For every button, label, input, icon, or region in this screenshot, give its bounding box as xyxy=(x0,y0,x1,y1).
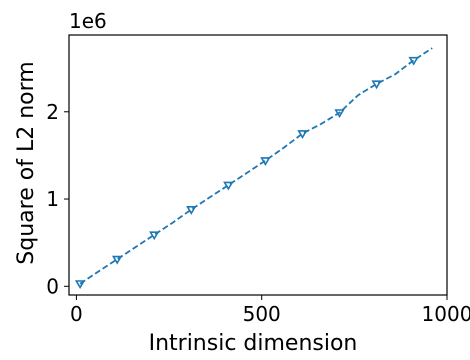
data-point-marker xyxy=(223,181,234,191)
x-tick-label: 1000 xyxy=(422,302,470,326)
x-tick-label: 0 xyxy=(70,302,83,326)
data-point-marker xyxy=(260,157,271,167)
plot-area xyxy=(74,47,433,290)
plot-frame xyxy=(68,34,448,296)
x-axis-label: Intrinsic dimension xyxy=(149,331,358,356)
series-line xyxy=(79,47,433,285)
data-point-marker xyxy=(297,130,308,139)
data-point-marker xyxy=(149,231,160,241)
data-point-marker xyxy=(408,56,419,66)
data-point-marker xyxy=(334,109,345,119)
y-axis-label: Square of L2 norm xyxy=(14,61,39,264)
y-offset-label: 1e6 xyxy=(69,9,107,33)
x-tick-label: 500 xyxy=(243,302,281,326)
data-point-marker xyxy=(186,206,197,215)
y-tick-label: 1 xyxy=(46,187,59,211)
axes: 0 500 1000 0 1 2 xyxy=(46,34,470,326)
data-point-marker xyxy=(74,280,86,290)
data-point-marker xyxy=(111,255,123,265)
y-tick-label: 0 xyxy=(46,274,59,298)
data-point-marker xyxy=(371,80,382,90)
y-tick-label: 2 xyxy=(46,100,59,124)
